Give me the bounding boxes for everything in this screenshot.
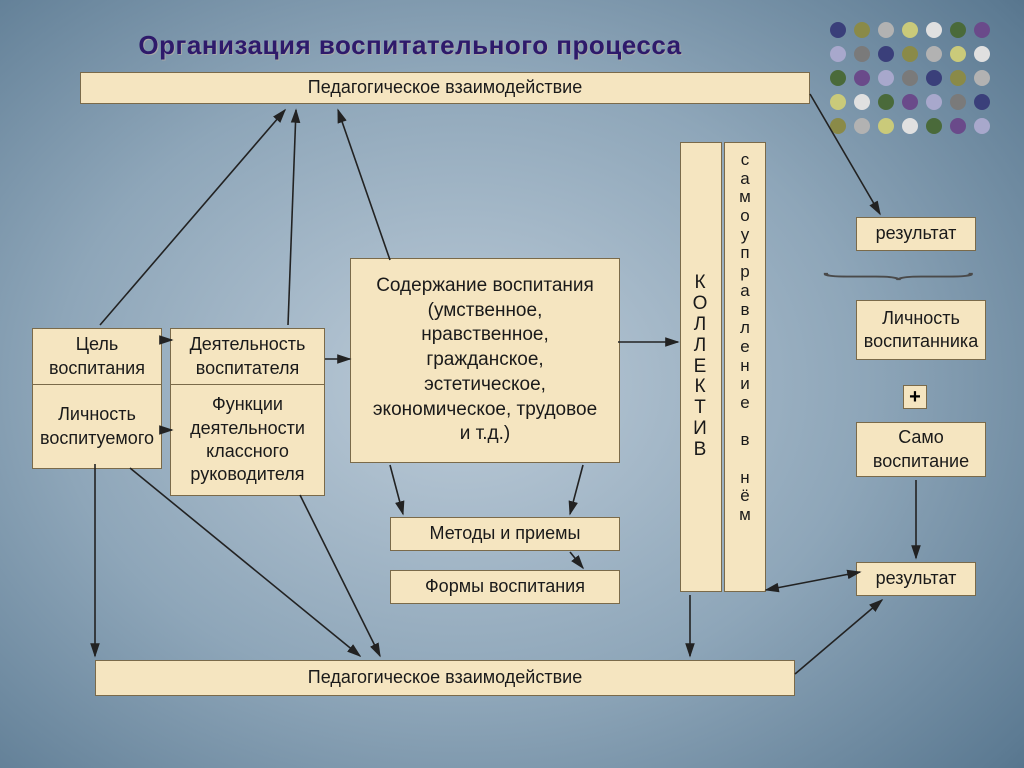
brace-icon: } — [803, 271, 1010, 283]
box-result-2: результат — [856, 562, 976, 596]
box-goal: Цель воспитания — [32, 328, 162, 385]
plus-icon: + — [903, 385, 927, 409]
box-forms: Формы воспитания — [390, 570, 620, 604]
decor-dots — [826, 18, 1006, 148]
box-activity: Деятельность воспитателя — [170, 328, 325, 385]
box-personality-educated: Личность воспитуемого — [32, 384, 162, 469]
box-top-banner: Педагогическое взаимодействие — [80, 72, 810, 104]
box-self-education: Само воспитание — [856, 422, 986, 477]
box-result-1: результат — [856, 217, 976, 251]
box-personality-pupil: Личность воспитанника — [856, 300, 986, 360]
box-content: Содержание воспитания (умственное, нравс… — [350, 258, 620, 463]
box-bottom-banner: Педагогическое взаимодействие — [95, 660, 795, 696]
page-title: Организация воспитательного процесса — [0, 30, 820, 61]
box-collective: КОЛЛЕКТИВ — [680, 142, 722, 592]
box-self-govern: самоуправление в нём — [724, 142, 766, 592]
box-functions: Функции деятельности классного руководит… — [170, 384, 325, 496]
box-methods: Методы и приемы — [390, 517, 620, 551]
